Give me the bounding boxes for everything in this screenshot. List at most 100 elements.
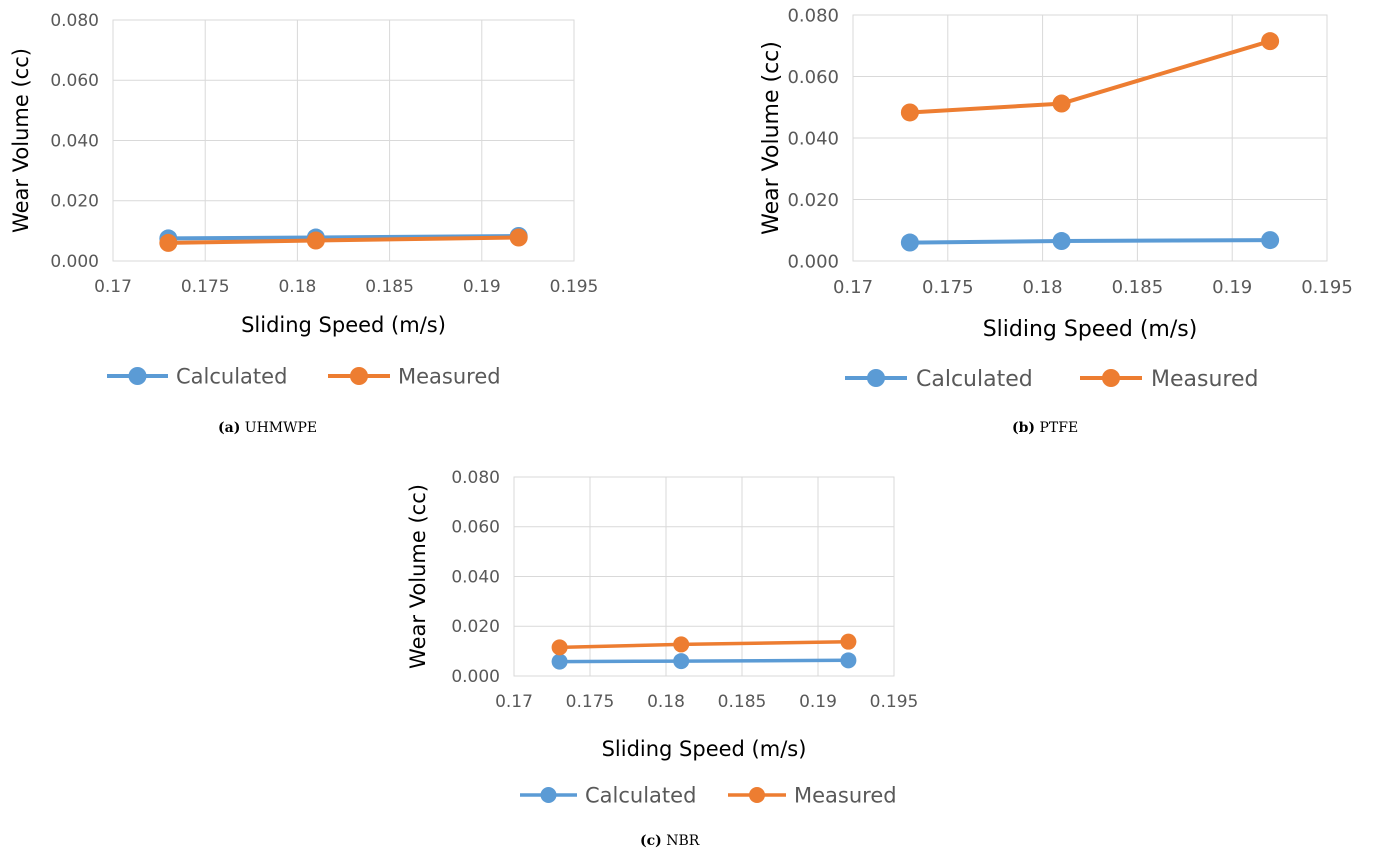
y-tick-label: 0.040 <box>451 567 500 587</box>
x-tick-label: 0.195 <box>870 692 919 712</box>
x-tick-label: 0.185 <box>718 692 767 712</box>
y-axis-title-b: Wear Volume (cc) <box>759 41 784 235</box>
x-tick-labels-a: 0.17 0.175 0.18 0.185 0.19 0.195 <box>94 277 598 297</box>
data-point-measured <box>673 636 690 653</box>
data-point-calculated <box>1052 232 1071 251</box>
series-a <box>159 226 528 252</box>
plot-border-c <box>513 476 895 677</box>
x-tick-label: 0.17 <box>94 277 132 297</box>
plot-area-frame <box>852 14 1328 262</box>
legend-marker-calculated-a <box>128 367 147 385</box>
x-tick-labels-c: 0.17 0.175 0.18 0.185 0.19 0.195 <box>495 692 918 712</box>
series-line-calculated <box>559 658 849 664</box>
data-point-calculated <box>1261 231 1280 250</box>
caption-label-b: (b) <box>1012 420 1036 436</box>
data-point-calculated <box>840 652 857 669</box>
x-tick-label: 0.175 <box>566 692 615 712</box>
plot-border-b <box>852 14 1328 262</box>
series-c <box>551 633 857 670</box>
legend-marker-measured-c <box>749 787 765 803</box>
plot-border-a <box>112 19 575 262</box>
legend-c: Calculated Measured <box>520 784 897 808</box>
caption-label-c: (c) <box>640 833 662 849</box>
y-tick-labels-a: 0.000 0.020 0.040 0.060 0.080 <box>50 11 99 272</box>
data-point-measured <box>551 639 568 656</box>
legend-marker-calculated-b <box>867 369 885 387</box>
caption-c: (c) NBR <box>640 833 699 849</box>
x-axis-title-c: Sliding Speed (m/s) <box>602 737 807 761</box>
x-axis-title-b: Sliding Speed (m/s) <box>983 317 1198 342</box>
caption-text-c: NBR <box>666 833 700 849</box>
y-tick-label: 0.020 <box>50 192 99 212</box>
y-tick-label: 0.000 <box>451 667 500 687</box>
grid-a <box>113 20 574 261</box>
plot-area-frame <box>513 476 895 677</box>
y-tick-labels-c: 0.000 0.020 0.040 0.060 0.080 <box>451 468 500 687</box>
x-tick-label: 0.19 <box>1212 277 1252 298</box>
legend-marker-measured-a <box>350 367 368 385</box>
data-point-measured <box>1052 94 1071 113</box>
y-axis-title-a: Wear Volume (cc) <box>9 48 33 233</box>
x-tick-label: 0.18 <box>1023 277 1063 298</box>
y-tick-label: 0.020 <box>787 190 839 211</box>
x-tick-label: 0.17 <box>495 692 533 712</box>
data-point-calculated <box>551 653 568 670</box>
data-point-calculated <box>900 233 919 252</box>
y-tick-label: 0.080 <box>50 11 99 31</box>
legend-marker-calculated-c <box>540 787 557 803</box>
series-b <box>900 32 1280 252</box>
caption-a: (a) UHMWPE <box>218 420 317 436</box>
data-point-measured <box>840 633 857 650</box>
series-line-calculated <box>909 238 1271 245</box>
data-point-measured <box>1261 32 1280 51</box>
caption-text-b: PTFE <box>1039 420 1079 436</box>
data-point-measured <box>159 233 178 252</box>
x-tick-label: 0.175 <box>181 277 230 297</box>
y-tick-label: 0.020 <box>451 617 500 637</box>
data-point-calculated <box>673 653 690 670</box>
y-tick-label: 0.040 <box>787 128 839 149</box>
y-tick-label: 0.060 <box>451 518 500 538</box>
x-tick-label: 0.175 <box>922 277 974 298</box>
series-line-measured <box>559 639 849 650</box>
caption-text-a: UHMWPE <box>244 420 318 436</box>
y-tick-labels-b: 0.000 0.020 0.040 0.060 0.080 <box>787 5 839 272</box>
legend-label-calculated-b: Calculated <box>916 367 1033 392</box>
y-axis-title-c: Wear Volume (cc) <box>406 484 430 669</box>
y-tick-label: 0.000 <box>50 252 99 272</box>
legend-label-measured-c: Measured <box>794 784 897 808</box>
caption-b: (b) PTFE <box>1012 420 1078 436</box>
x-tick-label: 0.185 <box>365 277 414 297</box>
caption-label-a: (a) <box>218 420 241 436</box>
grid-b <box>853 15 1327 261</box>
data-point-measured <box>900 103 919 122</box>
y-tick-label: 0.080 <box>451 468 500 488</box>
x-tick-label: 0.17 <box>833 277 873 298</box>
x-axis-title-a: Sliding Speed (m/s) <box>241 313 446 337</box>
x-tick-label: 0.19 <box>799 692 837 712</box>
legend-label-measured-a: Measured <box>398 365 501 389</box>
x-tick-label: 0.18 <box>278 277 316 297</box>
x-tick-label: 0.195 <box>550 277 599 297</box>
data-point-measured <box>509 228 528 247</box>
legend-a: Calculated Measured <box>107 365 501 389</box>
data-point-measured <box>306 231 325 250</box>
plot-area-frame <box>112 19 575 262</box>
x-tick-label: 0.18 <box>647 692 685 712</box>
x-tick-label: 0.195 <box>1301 277 1353 298</box>
legend-b: Calculated Measured <box>845 367 1258 392</box>
x-tick-label: 0.185 <box>1112 277 1164 298</box>
y-tick-label: 0.040 <box>50 131 99 151</box>
y-tick-label: 0.000 <box>787 251 839 272</box>
legend-label-calculated-c: Calculated <box>585 784 696 808</box>
x-tick-label: 0.19 <box>463 277 501 297</box>
y-tick-label: 0.060 <box>787 67 839 88</box>
y-tick-label: 0.060 <box>50 71 99 91</box>
x-tick-labels-b: 0.17 0.175 0.18 0.185 0.19 0.195 <box>833 277 1353 298</box>
legend-marker-measured-b <box>1102 369 1120 387</box>
legend-label-measured-b: Measured <box>1151 367 1258 392</box>
y-tick-label: 0.080 <box>787 5 839 26</box>
